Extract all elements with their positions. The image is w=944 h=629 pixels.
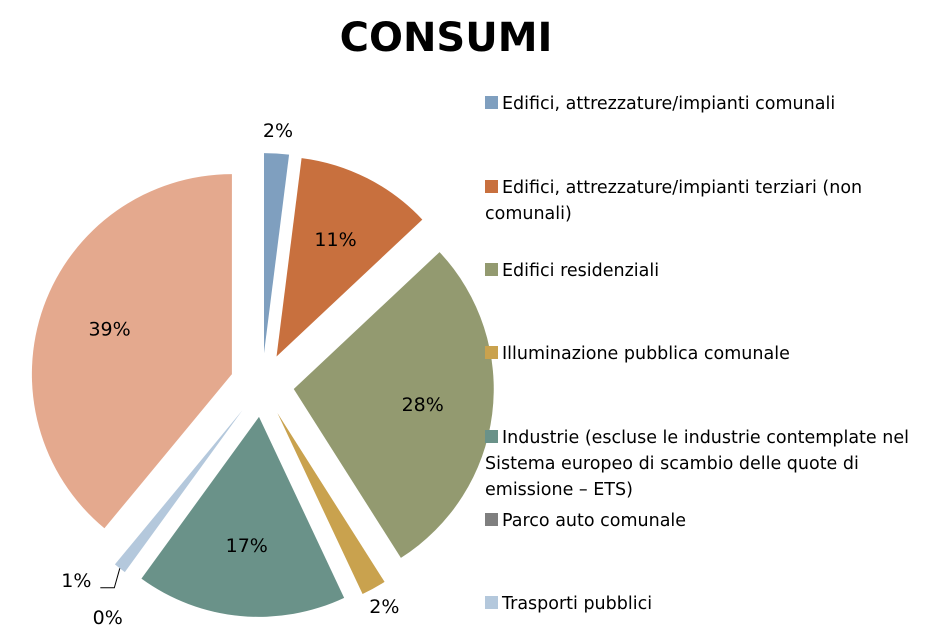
legend-label: Edifici, attrezzature/impianti terziari … <box>485 178 863 224</box>
legend-item: Edifici, attrezzature/impianti terziari … <box>485 175 940 227</box>
pie-slice <box>31 174 232 529</box>
legend-label: Industrie (escluse le industrie contempl… <box>485 428 909 500</box>
data-label: 2% <box>263 120 293 142</box>
pie-slice <box>276 158 423 357</box>
data-label: 2% <box>369 596 399 618</box>
legend-item: Edifici, attrezzature/impianti comunali <box>485 91 940 117</box>
legend-swatch <box>485 346 498 359</box>
legend-item: Industrie (escluse le industrie contempl… <box>485 425 940 503</box>
pie-slice <box>277 413 385 595</box>
legend-item: Trasporti pubblici <box>485 591 940 617</box>
pie-slice <box>141 416 345 617</box>
data-label: 39% <box>88 319 130 341</box>
legend-swatch <box>485 96 498 109</box>
legend-swatch <box>485 180 498 193</box>
data-label: 11% <box>314 229 356 251</box>
chart-title: CONSUMI <box>340 15 553 61</box>
pie-slice <box>293 252 494 558</box>
legend-item: Illuminazione pubblica comunale <box>485 341 940 367</box>
legend-item: Parco auto comunale <box>485 508 940 534</box>
legend-swatch <box>485 596 498 609</box>
pie-slice <box>114 410 243 573</box>
data-label: 1% <box>61 570 91 592</box>
legend-swatch <box>485 263 498 276</box>
data-label: 28% <box>402 394 444 416</box>
leader-line <box>100 568 121 589</box>
legend-label: Illuminazione pubblica comunale <box>502 344 790 364</box>
legend-swatch <box>485 430 498 443</box>
legend-item: Edifici residenziali <box>485 258 940 284</box>
legend-label: Trasporti pubblici <box>502 594 653 614</box>
data-label: 0% <box>93 607 123 629</box>
data-label: 17% <box>226 535 268 557</box>
legend-label: Parco auto comunale <box>502 511 687 531</box>
legend-swatch <box>485 513 498 526</box>
legend-label: Edifici, attrezzature/impianti comunali <box>502 94 836 114</box>
legend-label: Edifici residenziali <box>502 261 660 281</box>
pie-slice <box>264 153 290 354</box>
